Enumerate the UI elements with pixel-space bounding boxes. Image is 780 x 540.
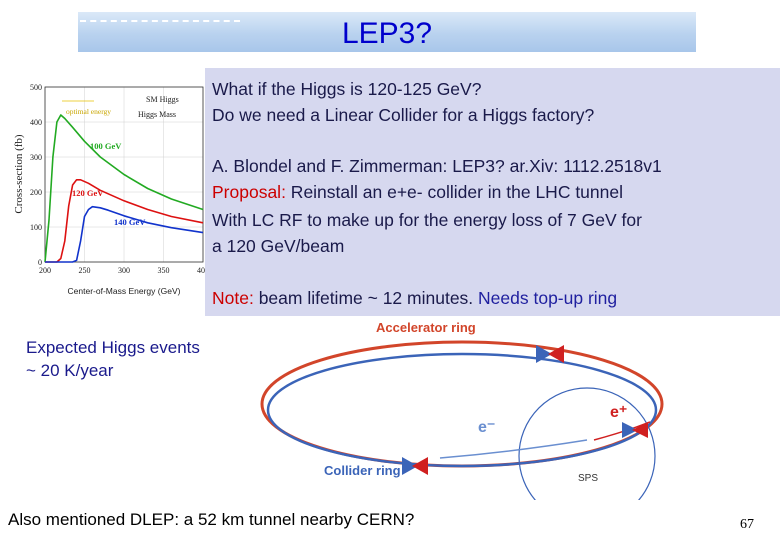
events-line-2: ~ 20 K/year <box>26 361 114 380</box>
sps-ring <box>518 387 656 500</box>
info-line-6: a 120 GeV/beam <box>212 236 345 256</box>
title-decoration <box>80 20 240 22</box>
collider-marker-blue <box>402 457 418 475</box>
slide-title: LEP3? <box>341 17 433 50</box>
proposal-label: Proposal: <box>212 182 286 202</box>
y-tick-label: 0 <box>38 258 42 267</box>
x-tick-label: 200 <box>39 266 51 275</box>
note-tail: Needs top-up ring <box>473 288 618 308</box>
info-line-proposal: Proposal: Reinstall an e+e- collider in … <box>212 181 623 203</box>
expected-events: Expected Higgs events ~ 20 K/year <box>26 336 200 382</box>
eminus-injection-line <box>439 439 588 459</box>
dlep-mention: Also mentioned DLEP: a 52 km tunnel near… <box>8 510 415 529</box>
y-tick-label: 300 <box>30 153 42 162</box>
info-line-5: With LC RF to make up for the energy los… <box>212 210 642 230</box>
ring-diagram: Accelerator ring Collider ring e⁺ e⁻ SPS <box>260 320 664 500</box>
accelerator-marker-blue <box>536 345 552 363</box>
info-line-3: A. Blondel and F. Zimmerman: LEP3? ar.Xi… <box>212 156 662 176</box>
info-box <box>205 68 780 316</box>
events-line-1: Expected Higgs events <box>26 338 200 357</box>
page-number: 67 <box>740 517 754 532</box>
collider-ring-label: Collider ring <box>324 463 401 478</box>
info-line-note: Note: beam lifetime ~ 12 minutes. Needs … <box>212 287 617 309</box>
collider-marker-right-red <box>632 422 648 438</box>
legend-sm-higgs: SM Higgs <box>146 95 179 104</box>
accelerator-ring <box>260 340 664 468</box>
x-axis-label: Center-of-Mass Energy (GeV) <box>68 286 181 296</box>
info-line-1: What if the Higgs is 120-125 GeV? <box>212 79 482 99</box>
series-label-120: 120 GeV <box>72 188 104 198</box>
x-tick-label: 350 <box>158 266 170 275</box>
accelerator-marker-red <box>548 345 564 363</box>
series-line-120-gev <box>45 179 204 263</box>
title-bar: LEP3? <box>78 12 696 52</box>
legend-optimal-energy: optimal energy <box>66 107 111 116</box>
x-tick-label: 400 <box>197 266 205 275</box>
legend-higgs-mass: Higgs Mass <box>138 110 176 119</box>
y-axis-label: Cross-section (fb) <box>13 134 25 213</box>
y-tick-label: 400 <box>30 118 42 127</box>
series-label-140: 140 GeV <box>114 217 146 227</box>
cross-section-chart: 0 100 200 300 400 500 200 250 300 350 400 Cross-se… <box>10 72 205 302</box>
y-tick-label: 500 <box>30 83 42 92</box>
accelerator-ring-label: Accelerator ring <box>376 320 476 335</box>
plot-frame <box>44 86 204 263</box>
eplus-label: e⁺ <box>610 404 627 421</box>
x-tick-label: 250 <box>79 266 91 275</box>
x-tick-label: 300 <box>118 266 130 275</box>
collider-marker-right-blue <box>622 422 638 438</box>
series-line-140-gev <box>45 205 204 263</box>
info-line-2: Do we need a Linear Collider for a Higgs… <box>212 105 595 125</box>
y-tick-label: 200 <box>30 188 42 197</box>
collider-marker-red <box>412 457 428 475</box>
series-line-100-gev <box>44 114 204 263</box>
sps-label: SPS <box>578 473 598 484</box>
note-label: Note: <box>212 288 254 308</box>
note-text: beam lifetime ~ 12 minutes. <box>253 288 474 308</box>
y-tick-label: 100 <box>30 223 42 232</box>
proposal-text: Reinstall an e+e- collider in the LHC tu… <box>285 182 624 202</box>
series-label-100: 100 GeV <box>90 141 122 151</box>
collider-ring <box>266 352 658 468</box>
eminus-label: e⁻ <box>478 419 495 436</box>
